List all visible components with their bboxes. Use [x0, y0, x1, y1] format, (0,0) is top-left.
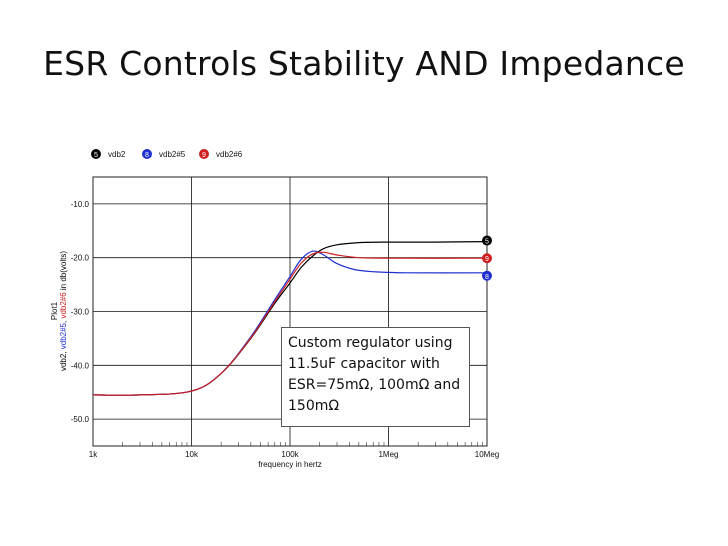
legend-marker-label: 8 [145, 152, 149, 159]
y-axis-label-part: vdb2#6 [59, 292, 68, 319]
x-tick-label: 1k [89, 450, 98, 459]
annotation-box: Custom regulator using 11.5uF capacitor … [281, 327, 470, 427]
y-axis-label: vdb2, vdb2#5, vdb2#6 in db(volts) [59, 251, 68, 371]
y-tick-label: -30.0 [71, 308, 90, 317]
x-tick-label: 10k [185, 450, 199, 459]
annotation-line: ESR=75mΩ, 100mΩ and [288, 375, 463, 396]
y-tick-label: -10.0 [71, 200, 90, 209]
series-end-marker-label: 9 [485, 256, 489, 263]
plot-label: Plot1 [50, 301, 59, 320]
legend-entry-label: vdb2#5 [159, 150, 186, 159]
legend-marker-label: 9 [202, 152, 206, 159]
annotation-line: 150mΩ [288, 396, 463, 417]
series-end-marker-label: 8 [485, 274, 489, 281]
legend-entry-label: vdb2#6 [216, 150, 243, 159]
x-tick-label: 1Meg [378, 450, 398, 459]
y-axis-label-part: vdb2#5 [59, 322, 68, 349]
annotation-line: 11.5uF capacitor with [288, 354, 463, 375]
x-axis-label: frequency in hertz [258, 460, 322, 469]
legend: 5 vdb2 8 vdb2#5 9 vdb2#6 [91, 149, 243, 159]
y-axis-label-part: vdb2, [59, 349, 68, 371]
y-tick-label: -40.0 [71, 361, 90, 370]
series-end-markers: 5 8 9 [482, 236, 492, 281]
x-tick-label: 100k [281, 450, 299, 459]
y-tick-label: -50.0 [71, 415, 90, 424]
legend-entry-label: vdb2 [108, 150, 126, 159]
x-tick-label: 10Meg [475, 450, 499, 459]
series-end-marker-label: 5 [485, 239, 489, 246]
legend-marker-label: 5 [94, 152, 98, 159]
annotation-line: Custom regulator using [288, 333, 463, 354]
y-tick-label: -20.0 [71, 254, 90, 263]
y-axis-label-part: in db(volts) [59, 251, 68, 293]
